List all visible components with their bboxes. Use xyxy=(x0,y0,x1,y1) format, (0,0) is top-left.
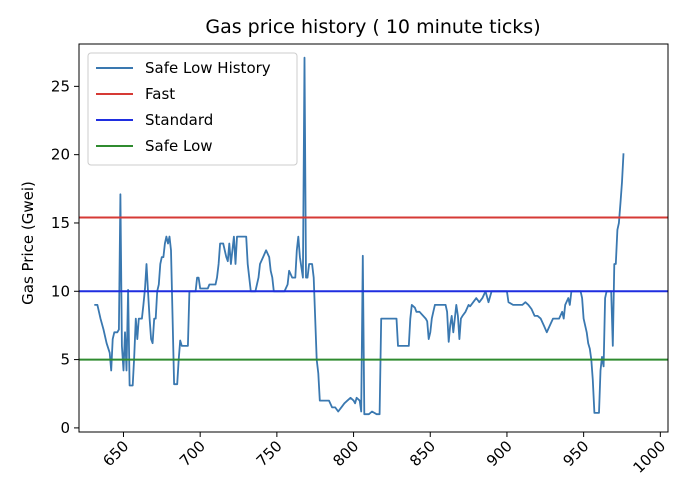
legend: Safe Low History Fast Standard Safe Low xyxy=(87,52,298,166)
x-tick-label: 750 xyxy=(253,437,286,470)
y-axis-label: Gas Price (Gwei) xyxy=(19,181,37,305)
x-tick-label: 800 xyxy=(329,437,362,470)
x-tick-label: 950 xyxy=(559,437,592,470)
y-tick-label: 25 xyxy=(51,77,70,95)
y-tick-label: 5 xyxy=(60,351,70,369)
y-tick-label: 10 xyxy=(51,282,70,300)
x-tick-label: 650 xyxy=(99,437,132,470)
legend-label: Safe Low xyxy=(145,137,213,155)
legend-box xyxy=(87,52,298,166)
plot-frame xyxy=(78,43,669,433)
legend-label: Standard xyxy=(145,111,213,129)
series-line-safe-low-history xyxy=(94,56,625,416)
x-tick-label: 850 xyxy=(406,437,439,470)
chart-title: Gas price history ( 10 minute ticks) xyxy=(205,16,540,38)
x-tick-label: 1000 xyxy=(629,437,669,477)
legend-label: Safe Low History xyxy=(145,59,271,77)
y-tick-label: 15 xyxy=(51,214,70,232)
x-tick-label: 900 xyxy=(483,437,516,470)
legend-label: Fast xyxy=(145,85,175,103)
x-axis: 650 700 750 800 850 900 950 1000 xyxy=(99,432,669,477)
y-tick-label: 0 xyxy=(60,419,70,437)
y-axis: 0 5 10 15 20 25 xyxy=(51,77,79,437)
y-tick-label: 20 xyxy=(51,146,70,164)
x-tick-label: 700 xyxy=(176,437,209,470)
plot-area xyxy=(79,56,668,416)
